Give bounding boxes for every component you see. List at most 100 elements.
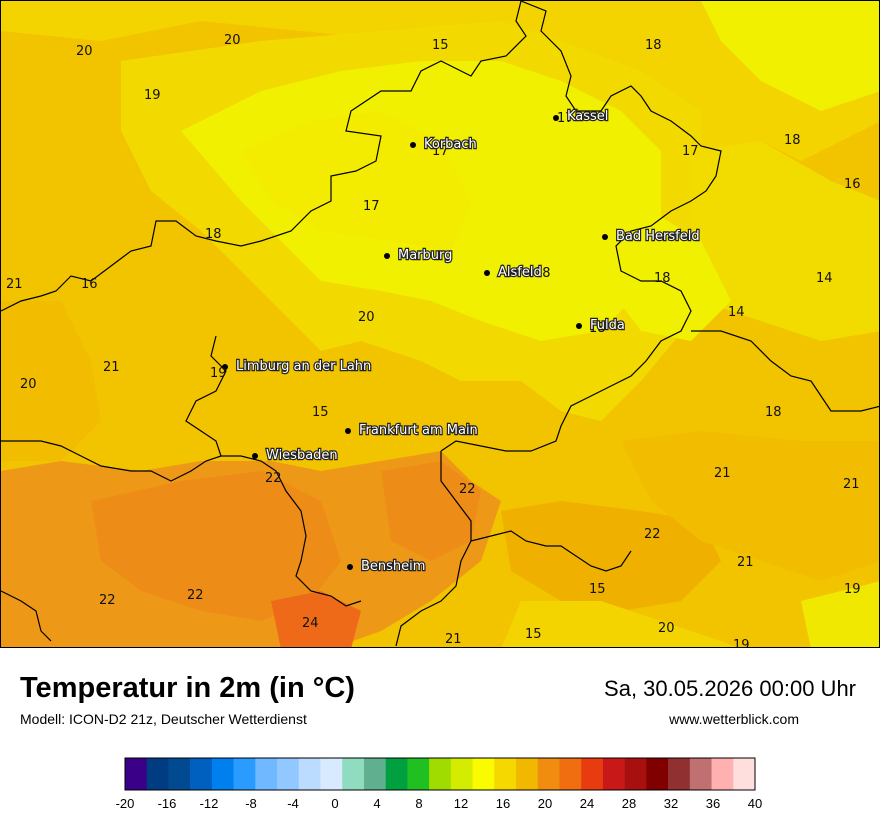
city-korbach[interactable]: 17 Korbach: [410, 136, 478, 159]
city-name: Marburg: [398, 248, 452, 263]
model-info: Modell: ICON-D2 21z, Deutscher Wetterdie…: [20, 711, 307, 727]
legend-tick-label: 8: [415, 796, 423, 811]
legend-swatch: [602, 758, 625, 790]
temp-zone-19: [801, 581, 879, 647]
legend-swatch: [190, 758, 213, 790]
legend-swatch: [255, 758, 278, 790]
temp-label: 22: [99, 593, 116, 608]
temperature-map: 20 20 15 18 19 18 17 16 17 18 14 21 16 1…: [0, 0, 880, 648]
city-bensheim[interactable]: Bensheim: [347, 558, 427, 575]
temp-label: 20: [76, 44, 93, 59]
temp-zone-14: [691, 141, 879, 341]
city-dot: [345, 428, 351, 434]
legend-swatch: [494, 758, 517, 790]
city-dot: [576, 323, 582, 329]
legend-tick-label: 32: [663, 796, 679, 811]
city-name: Korbach: [424, 137, 477, 152]
legend-swatch: [233, 758, 256, 790]
city-name: Wiesbaden: [266, 448, 338, 463]
legend-swatch: [385, 758, 408, 790]
temp-label: 22: [187, 588, 204, 603]
city-dot: [222, 364, 228, 370]
legend-swatch: [429, 758, 452, 790]
city-name: Kassel: [567, 109, 608, 124]
temp-zone-15-south: [501, 601, 736, 647]
city-kassel[interactable]: 17 Kassel: [553, 108, 610, 126]
legend-tick-label: -4: [287, 796, 299, 811]
legend-swatch: [537, 758, 560, 790]
temp-label: 22: [644, 527, 661, 542]
color-legend: [124, 757, 756, 791]
temp-label: 19: [844, 582, 861, 597]
city-name: Bad Hersfeld: [616, 229, 700, 244]
temp-label: 24: [302, 616, 319, 631]
city-temp: 18: [589, 321, 606, 336]
legend-tick-label: -8: [245, 796, 257, 811]
temp-label: 17: [363, 199, 380, 214]
temp-label: 21: [843, 477, 860, 492]
legend-swatch: [689, 758, 712, 790]
city-name: Fulda: [590, 318, 625, 333]
temp-label: 22: [265, 471, 282, 486]
city-dot: [347, 564, 353, 570]
website-link[interactable]: www.wetterblick.com: [669, 711, 799, 727]
temp-label: 18: [765, 405, 782, 420]
temp-label: 21: [737, 555, 754, 570]
legend-tick-label: 20: [537, 796, 553, 811]
legend-swatch: [320, 758, 343, 790]
temp-label: 15: [312, 405, 329, 420]
city-temp: 17: [557, 111, 574, 126]
temp-label: 16: [81, 277, 98, 292]
state-borders: [1, 1, 879, 647]
temp-label: 20: [20, 377, 37, 392]
legend-swatch: [733, 758, 756, 790]
city-temp: 18: [534, 266, 551, 281]
legend-swatch: [277, 758, 300, 790]
legend-swatch: [168, 758, 191, 790]
temp-label: 14: [816, 271, 833, 286]
legend-swatch: [624, 758, 647, 790]
legend-tick-label: 16: [495, 796, 511, 811]
city-markers: 17 Kassel 17 Korbach Bad Hersfeld Marbur…: [210, 108, 701, 575]
legend-swatch: [342, 758, 365, 790]
temp-label: 20: [224, 33, 241, 48]
city-limburg[interactable]: 19 Limburg an der Lahn: [210, 358, 372, 381]
temp-label: 15: [589, 582, 606, 597]
city-name: Frankfurt am Main: [359, 423, 478, 438]
city-dot: [384, 253, 390, 259]
city-dot: [252, 453, 258, 459]
city-dot: [602, 234, 608, 240]
temp-label: 15: [525, 627, 542, 642]
temp-label: 18: [784, 133, 801, 148]
legend-swatch: [407, 758, 430, 790]
legend-swatch: [211, 758, 234, 790]
legend-swatch: [581, 758, 604, 790]
temp-label: 20: [358, 310, 375, 325]
temperature-label-layer: 20 20 15 18 19 18 17 16 17 18 14 21 16 1…: [6, 33, 861, 647]
legend-tick-label: 24: [579, 796, 595, 811]
temp-label: 21: [6, 277, 23, 292]
city-name: Limburg an der Lahn: [236, 359, 371, 374]
city-alsfeld[interactable]: 18 Alsfeld: [484, 264, 551, 281]
legend-swatch: [146, 758, 169, 790]
temp-zone-21b: [621, 431, 879, 581]
temp-label: 17: [682, 144, 699, 159]
temp-zone-22b: [91, 471, 341, 621]
city-wiesbaden[interactable]: Wiesbaden: [252, 447, 339, 464]
temp-label: 18: [645, 38, 662, 53]
legend-tick-label: 0: [331, 796, 339, 811]
city-temp: 19: [210, 366, 227, 381]
legend-swatch: [125, 758, 148, 790]
temp-zone-24: [271, 591, 361, 647]
city-marburg[interactable]: Marburg: [384, 247, 454, 264]
legend-swatch: [711, 758, 734, 790]
legend-border: [124, 757, 756, 791]
city-bad-hersfeld[interactable]: Bad Hersfeld: [602, 228, 701, 245]
city-fulda[interactable]: 18 Fulda: [576, 317, 626, 336]
temp-label: 18: [654, 271, 671, 286]
temp-label: 14: [728, 305, 745, 320]
city-name: Alsfeld: [498, 265, 542, 280]
temp-zone-21: [501, 501, 721, 611]
legend-tick-label: 36: [705, 796, 721, 811]
city-frankfurt[interactable]: Frankfurt am Main: [345, 422, 479, 439]
